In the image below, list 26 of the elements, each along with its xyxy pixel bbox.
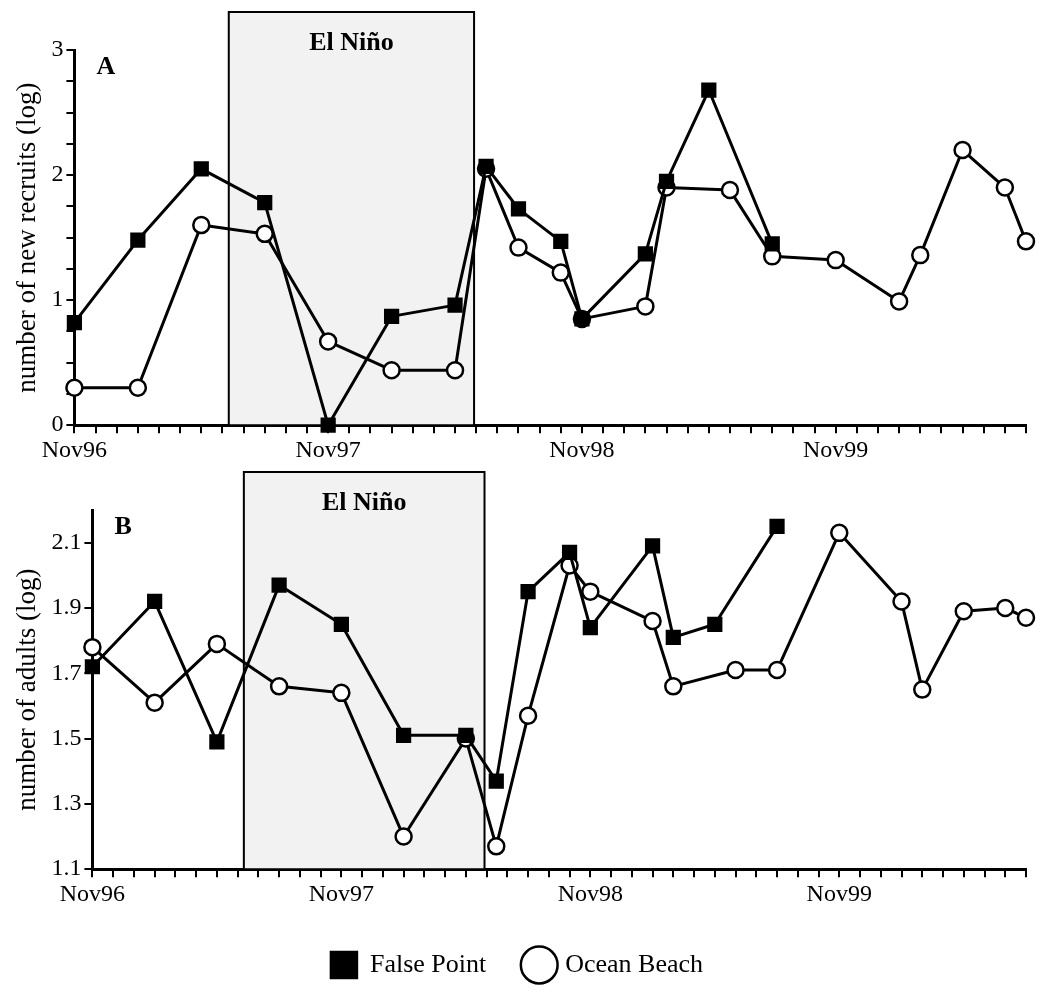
y-tick-label: 1.3: [51, 789, 82, 816]
y-tick-label: 1.9: [51, 593, 82, 620]
x-tick-label: Nov97: [308, 879, 375, 906]
x-tick-label: Nov98: [557, 879, 623, 906]
band-label: El Niño: [321, 486, 407, 516]
y-axis-title: number of adults (log): [11, 568, 42, 811]
y-tick-label: 2.1: [51, 527, 82, 554]
y-tick-label: 3: [51, 35, 64, 62]
legend-label: Ocean Beach: [565, 948, 704, 978]
x-tick-label: Nov98: [549, 435, 615, 462]
y-axis-title: number of new recruits (log): [11, 82, 42, 393]
y-tick-label: 1.1: [51, 854, 82, 881]
annotation: B: [114, 510, 132, 540]
legend-label: False Point: [369, 948, 487, 978]
y-tick-label: 1.5: [51, 723, 82, 750]
y-tick-label: 1: [51, 285, 64, 312]
y-tick-label: 2: [51, 160, 64, 187]
band-label: El Niño: [309, 26, 394, 56]
annotation: A: [96, 50, 116, 80]
x-tick-label: Nov96: [59, 879, 126, 906]
x-tick-label: Nov96: [41, 435, 108, 462]
y-tick-label: 1.7: [51, 658, 82, 685]
x-tick-label: Nov99: [806, 879, 872, 906]
y-tick-label: 0: [51, 410, 64, 437]
x-tick-label: Nov97: [295, 435, 361, 462]
x-tick-label: Nov99: [803, 435, 869, 462]
